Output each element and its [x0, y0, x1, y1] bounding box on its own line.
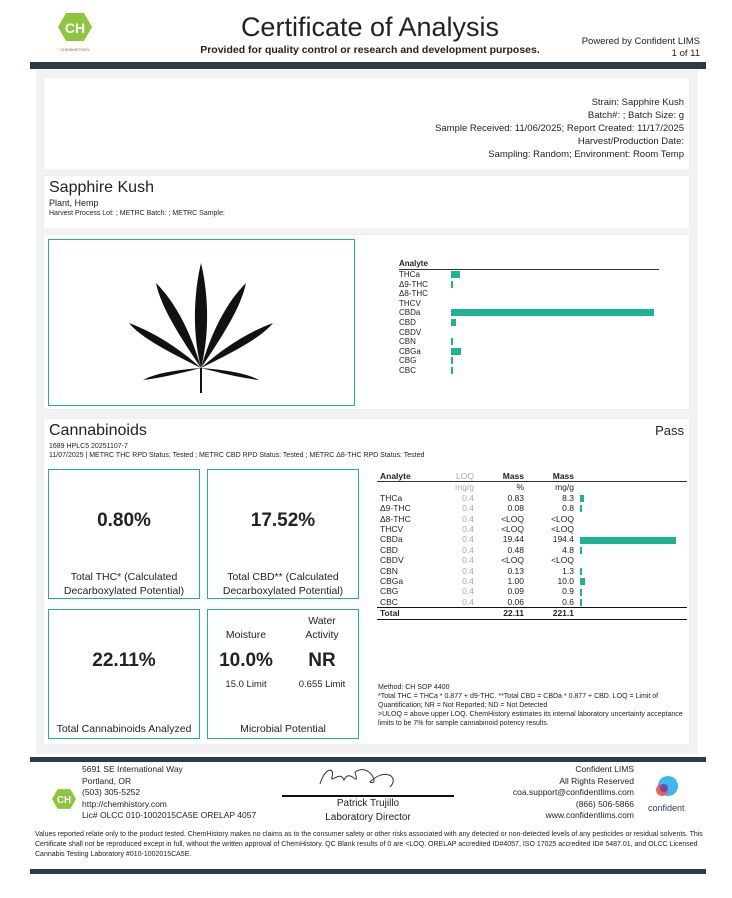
- mass-bar: [580, 588, 582, 596]
- mini-chart-row: CBC: [399, 366, 669, 376]
- mini-analyte-chart: Analyte THCa Δ9-THC Δ8-THC THCV CBDa CBD CBDV C…: [399, 259, 669, 376]
- cannabinoids-title: Cannabinoids: [49, 422, 147, 439]
- mini-chart-bar: [451, 366, 453, 374]
- table-row: CBN 0.4 0.13 1.3: [377, 566, 687, 576]
- rpd-status: 11/07/2025 | METRC THC RPD Status: Teste…: [49, 452, 425, 459]
- table-row: Δ9-THC 0.4 0.08 0.8: [377, 503, 687, 513]
- product-name: Sapphire Kush: [49, 179, 154, 196]
- confident-logo: confident: [648, 775, 685, 813]
- sample-info: Strain: Sapphire Kush Batch#: ; Batch Si…: [435, 97, 684, 160]
- table-row: CBC 0.4 0.06 0.6: [377, 597, 687, 608]
- table-total-row: Total 22.11 221.1: [377, 607, 687, 620]
- mini-chart-row: THCV: [399, 299, 669, 309]
- lims-info: Confident LIMS All Rights Reserved coa.s…: [512, 764, 634, 820]
- mass-bar: [580, 505, 582, 513]
- lims-website-link[interactable]: www.confidentlims.com: [545, 810, 634, 820]
- mass-bar: [580, 547, 583, 555]
- mini-chart-bar: [451, 271, 460, 278]
- signature-line: [282, 795, 454, 797]
- total-cbd-card: 17.52% Total CBD** (Calculated Decarboxy…: [207, 469, 359, 599]
- mini-chart-label: Δ8-THC: [399, 289, 428, 299]
- svg-text:CH: CH: [65, 20, 85, 36]
- table-row: THCV 0.4 <LOQ <LOQ: [380, 524, 574, 535]
- total-thc-card: 0.80% Total THC* (Calculated Decarboxyla…: [48, 469, 200, 599]
- table-row: THCa 0.4 0.83 8.3: [377, 493, 687, 503]
- page-subtitle: Provided for quality control or research…: [200, 44, 540, 56]
- footer-logo: CH: [52, 788, 76, 815]
- mini-chart-label: Δ9-THC: [399, 279, 428, 289]
- product-type: Plant, Hemp: [49, 198, 99, 208]
- mini-chart-label: CBD: [399, 317, 416, 327]
- mini-chart-row: CBG: [399, 356, 669, 366]
- sample-info-panel: Strain: Sapphire Kush Batch#: ; Batch Si…: [43, 77, 690, 170]
- method-notes: Method: CH SOP 4400 *Total THC = THCa * …: [378, 684, 683, 727]
- product-lot: Harvest Process Lot: ; METRC Batch: ; ME…: [49, 210, 225, 217]
- page-number: 1 of 11: [671, 48, 700, 59]
- page-title: Certificate of Analysis: [240, 12, 500, 42]
- cannabis-leaf-icon: [129, 263, 273, 393]
- mass-bar: [580, 567, 582, 575]
- mini-chart-label: CBGa: [399, 346, 421, 356]
- microbial-card: Moisture 10.0% 15.0 Limit Water Activity…: [207, 609, 359, 739]
- mass-bar: [580, 578, 585, 586]
- table-row: CBG 0.4 0.09 0.9: [377, 586, 687, 596]
- mass-bar: [580, 536, 676, 544]
- mini-chart-bar: [451, 280, 453, 288]
- product-panel: Sapphire Kush Plant, Hemp Harvest Proces…: [43, 175, 690, 230]
- mini-chart-row: THCa: [399, 270, 669, 280]
- footer-divider-bottom: [30, 869, 706, 874]
- status-badge: Pass: [655, 423, 684, 438]
- mini-chart-row: CBD: [399, 318, 669, 328]
- signature: [310, 762, 430, 797]
- product-image: [48, 239, 355, 406]
- mini-chart-row: Δ8-THC: [399, 289, 669, 299]
- mini-chart-bar: [451, 338, 453, 346]
- mini-chart-row: Δ9-THC: [399, 280, 669, 290]
- powered-by: Powered by Confident LIMS: [581, 36, 700, 47]
- mini-chart-label: THCa: [399, 270, 420, 279]
- mini-chart-label: CBC: [399, 365, 416, 375]
- table-units: mg/g % mg/g: [455, 482, 574, 493]
- disclaimer: Values reported relate only to the produ…: [35, 831, 703, 858]
- signer-title: Laboratory Director: [325, 812, 411, 823]
- header-divider: [30, 62, 706, 69]
- support-email-link[interactable]: coa.support@confidentlims.com: [512, 787, 634, 797]
- mass-bar: [580, 599, 582, 607]
- table-row: CBD 0.4 0.48 4.8: [377, 545, 687, 555]
- mini-chart-label: THCV: [399, 298, 421, 308]
- footer-divider-top: [30, 757, 706, 762]
- total-cannabinoids-card: 22.11% Total Cannabinoids Analyzed: [48, 609, 200, 739]
- mini-chart-bar: [451, 357, 453, 365]
- table-row: CBDa 0.4 19.44 194.4: [377, 534, 687, 544]
- table-row: CBGa 0.4 1.00 10.0: [377, 576, 687, 586]
- mini-chart-label: CBDa: [399, 308, 421, 318]
- cannabinoids-panel: Cannabinoids Pass 1689 HPLC5 20251107-7 …: [43, 418, 690, 745]
- table-row: CBDV 0.4 <LOQ <LOQ: [380, 555, 574, 566]
- chemhistory-logo: CH CHEMHISTORY: [58, 12, 92, 52]
- table-row: Δ8-THC 0.4 <LOQ <LOQ: [380, 513, 574, 524]
- lab-website-link[interactable]: http://chemhistory.com: [82, 798, 167, 809]
- mass-bar: [580, 495, 585, 503]
- mini-chart-row: CBDa: [399, 308, 669, 318]
- mini-chart-row: CBN: [399, 337, 669, 347]
- svg-text:CH: CH: [57, 795, 71, 806]
- mini-chart-label: CBG: [399, 356, 417, 366]
- cannabinoid-table: Analyte LOQ Mass Mass mg/g % mg/g THCa 0.…: [377, 471, 687, 620]
- mini-chart-bar: [451, 309, 654, 317]
- image-chart-panel: Analyte THCa Δ9-THC Δ8-THC THCV CBDa CBD CBDV C…: [43, 234, 690, 410]
- mini-chart-bar: [451, 318, 456, 326]
- mini-chart-row: CBGa: [399, 347, 669, 357]
- table-header: Analyte LOQ Mass Mass: [377, 471, 687, 482]
- batch-id: 1689 HPLC5 20251107-7: [49, 443, 128, 450]
- mini-chart-row: CBDV: [399, 328, 669, 338]
- lab-address: 5691 SE International Way Portland, OR (…: [82, 764, 257, 820]
- mini-chart-label: CBN: [399, 337, 416, 347]
- mini-chart-label: CBDV: [399, 327, 422, 337]
- signer-name: Patrick Trujillo: [336, 798, 400, 809]
- mini-chart-bar: [451, 347, 462, 355]
